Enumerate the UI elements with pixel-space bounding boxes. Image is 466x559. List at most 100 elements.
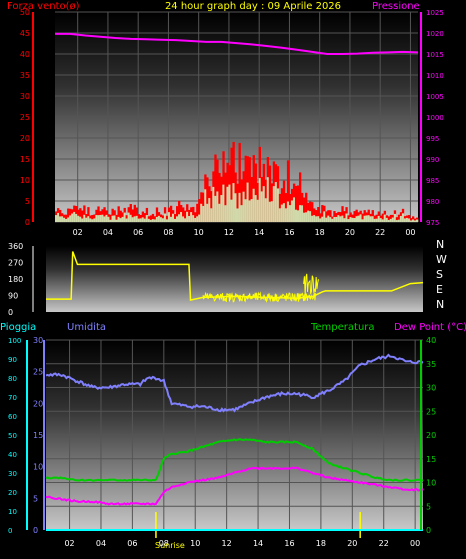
- wind-avg-bar: [407, 218, 411, 222]
- wind-gust-bar: [238, 142, 241, 222]
- wind-gust-bar: [232, 141, 235, 222]
- wind-avg-bar: [228, 184, 231, 222]
- wind-avg-bar: [73, 211, 76, 222]
- rain-y-tick-label: 0: [8, 527, 12, 535]
- wind-gust-bar: [282, 180, 286, 222]
- wind-avg-bar: [341, 215, 344, 222]
- wind-avg-bar: [141, 217, 145, 222]
- wind-avg-bar: [266, 177, 270, 222]
- temp-y-tick-label: 15: [426, 455, 436, 464]
- wind-avg-bar: [95, 215, 98, 222]
- wind-gust-bar: [230, 147, 233, 222]
- wind-avg-bar: [226, 186, 229, 222]
- temp-y-tick-label: 30: [426, 384, 436, 393]
- wind-gust-bar: [343, 211, 346, 222]
- wind-x-tick-label: 06: [133, 228, 143, 237]
- wind-avg-bar: [280, 204, 284, 222]
- humidity-y-tick-label: 0: [33, 526, 38, 535]
- wind-gust-bar: [155, 207, 159, 222]
- humidity-y-tick-label: 10: [33, 463, 43, 472]
- wind-avg-bar: [83, 214, 86, 222]
- wind-gust-bar: [169, 205, 173, 222]
- wind-avg-bar: [359, 214, 362, 222]
- rain-y-tick-label: 20: [8, 489, 17, 497]
- temp-y-tick-label: 40: [426, 336, 436, 345]
- wind-avg-bar: [198, 214, 201, 222]
- temp-x-tick-label: 14: [253, 539, 263, 548]
- wind-avg-bar: [61, 216, 64, 222]
- temp-x-tick-label: 16: [284, 539, 294, 548]
- wind-avg-bar: [204, 189, 207, 222]
- wind-avg-bar: [151, 219, 155, 222]
- wind-gust-bar: [248, 157, 251, 222]
- wind-avg-bar: [55, 215, 58, 222]
- wind-x-tick-label: 20: [345, 228, 355, 237]
- wind-avg-bar: [345, 213, 348, 222]
- wind-y-tick-label: 15: [20, 155, 30, 164]
- wind-avg-bar: [133, 216, 136, 222]
- wind-gust-bar: [321, 205, 324, 222]
- wind-avg-bar: [188, 215, 191, 222]
- wind-y-tick-label: 45: [20, 29, 30, 38]
- wind-avg-bar: [333, 216, 336, 222]
- humidity-line: [45, 353, 424, 413]
- wind-gust-bar: [252, 155, 255, 222]
- dewpoint-label: Dew Point (°C): [394, 322, 466, 333]
- wind-avg-bar: [222, 184, 225, 222]
- temp-x-tick-label: 06: [127, 539, 137, 548]
- wind-gust-bar: [325, 211, 328, 222]
- wind-avg-bar: [292, 197, 296, 222]
- wind-avg-bar: [173, 218, 177, 222]
- wind-gust-bar: [294, 185, 298, 222]
- wind-avg-bar: [242, 191, 245, 222]
- wind-avg-bar: [129, 214, 132, 222]
- wind-avg-bar: [97, 215, 100, 222]
- humidity-y-tick-label: 5: [33, 494, 38, 503]
- wind-avg-bar: [303, 212, 306, 222]
- rain-y-tick-label: 30: [8, 470, 17, 478]
- wind-avg-bar: [67, 217, 70, 222]
- wind-gust-bar: [115, 214, 118, 222]
- wind-avg-bar: [220, 195, 223, 222]
- wind-avg-bar: [381, 219, 385, 222]
- wind-gust-bar: [353, 211, 356, 222]
- wind-avg-bar: [169, 216, 173, 222]
- dewpoint-line: [45, 466, 424, 506]
- humidity-label: Umidita: [67, 322, 106, 333]
- wind-gust-bar: [355, 209, 358, 222]
- wind-gust-bar: [389, 214, 393, 222]
- wind-avg-bar: [127, 212, 130, 222]
- wind-x-tick-label: 22: [375, 228, 385, 237]
- wind-avg-bar: [246, 182, 249, 222]
- wind-gust-bar: [381, 213, 385, 222]
- wind-avg-bar: [399, 215, 403, 222]
- wind-avg-bar: [276, 188, 280, 222]
- wind-gust-bar: [311, 202, 314, 222]
- wind-avg-bar: [365, 215, 368, 222]
- humidity-y-tick-label: 15: [33, 431, 43, 440]
- wind-avg-bar: [119, 218, 122, 222]
- wind-avg-bar: [313, 215, 316, 222]
- wind-avg-bar: [167, 212, 171, 222]
- pressure-y-tick-label: 985: [426, 177, 439, 185]
- wind-gust-bar: [184, 210, 187, 222]
- wind-avg-bar: [218, 203, 221, 222]
- temp-y-tick-label: 25: [426, 407, 436, 416]
- wind-gust-bar: [409, 218, 413, 222]
- wind-gust-bar: [341, 206, 344, 222]
- wind-avg-bar: [377, 215, 380, 222]
- temp-y-tick-label: 0: [426, 526, 431, 535]
- wind-avg-bar: [375, 218, 378, 222]
- wind-gust-bar: [178, 200, 181, 222]
- rain-y-tick-label: 70: [8, 394, 17, 402]
- wind-gust-bar: [153, 216, 157, 222]
- rain-y-tick-label: 50: [8, 432, 17, 440]
- wind-avg-bar: [363, 215, 366, 222]
- wind-avg-bar: [101, 214, 104, 222]
- temperature-line: [45, 438, 424, 482]
- wind-avg-bar: [91, 219, 94, 222]
- wind-avg-bar: [89, 218, 92, 222]
- temp-x-tick-label: 04: [96, 539, 106, 548]
- wind-avg-bar: [115, 219, 118, 222]
- wind-y-tick-label: 30: [20, 92, 30, 101]
